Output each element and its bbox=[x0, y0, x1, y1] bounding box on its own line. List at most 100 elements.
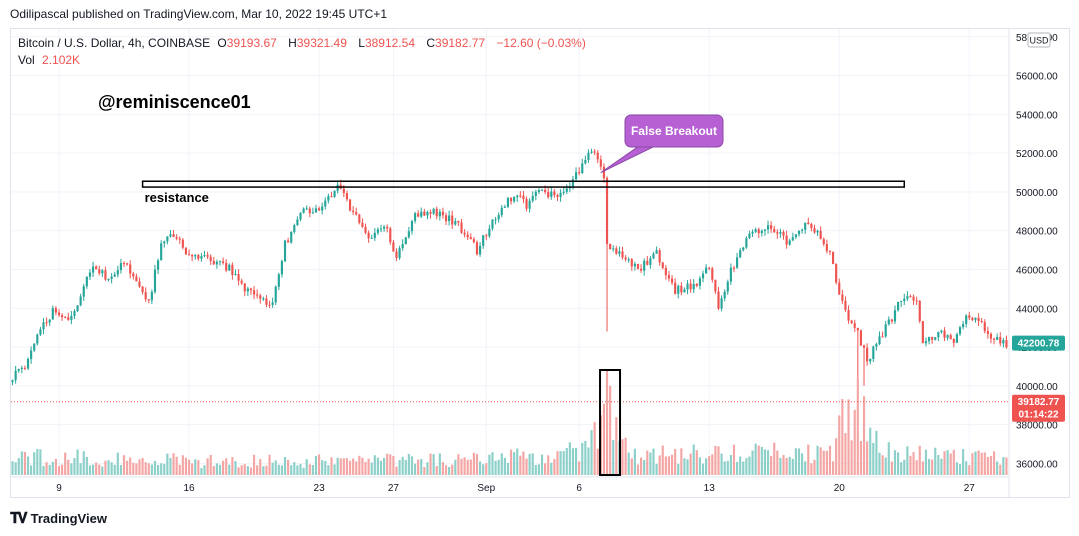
volume-bar bbox=[200, 468, 203, 475]
volume-bar bbox=[677, 463, 680, 475]
volume-bar bbox=[197, 460, 200, 475]
candle-body bbox=[231, 264, 234, 276]
candle-body bbox=[45, 322, 48, 324]
volume-bar bbox=[187, 459, 191, 475]
candle-body bbox=[745, 238, 748, 248]
volume-bar bbox=[383, 458, 386, 475]
candle-body bbox=[804, 222, 807, 230]
candle-body bbox=[977, 317, 980, 322]
volume-bar bbox=[547, 455, 550, 475]
candle-body bbox=[466, 234, 469, 238]
currency-badge[interactable] bbox=[1027, 32, 1051, 48]
volume-bar bbox=[290, 465, 293, 475]
volume-bar bbox=[283, 456, 287, 475]
candle-body bbox=[252, 290, 256, 295]
volume-bar bbox=[875, 430, 878, 475]
candle-body bbox=[593, 151, 596, 153]
candle-body bbox=[293, 225, 296, 232]
candle-body bbox=[246, 288, 249, 292]
volume-bar bbox=[138, 459, 141, 475]
volume-bar bbox=[825, 450, 828, 475]
volume-bar bbox=[33, 452, 36, 475]
candle-body bbox=[166, 236, 169, 242]
callout-box bbox=[624, 114, 724, 148]
volume-bar bbox=[417, 459, 420, 475]
volume-bar bbox=[373, 455, 376, 475]
candle-body bbox=[918, 300, 921, 322]
volume-bar bbox=[395, 466, 398, 475]
x-tick-label: 23 bbox=[314, 483, 326, 494]
candle-body bbox=[441, 211, 445, 216]
candle-body bbox=[881, 336, 884, 338]
y-tick-label: 36000.00 bbox=[1016, 459, 1058, 470]
tradingview-logo-icon: 𝐓𝐕 bbox=[10, 510, 28, 527]
y-tick-label: 52000.00 bbox=[1016, 149, 1058, 160]
candle-body bbox=[500, 207, 503, 216]
tradingview-logo[interactable]: 𝐓𝐕 TradingView bbox=[10, 510, 107, 527]
y-axis[interactable]: 36000.0038000.0040000.0042000.0044000.00… bbox=[1008, 28, 1065, 497]
candle-body bbox=[695, 283, 698, 286]
candle-body bbox=[900, 300, 903, 303]
candle-body bbox=[494, 219, 497, 221]
volume-bar bbox=[240, 465, 243, 475]
candle-body bbox=[760, 230, 763, 234]
volume-bar bbox=[479, 461, 482, 475]
volume-bar bbox=[887, 442, 890, 475]
volume-bar bbox=[624, 437, 627, 475]
volume-bar bbox=[847, 399, 850, 475]
resistance-zone[interactable] bbox=[141, 180, 906, 188]
volume-bar bbox=[605, 370, 609, 475]
volume-bar bbox=[271, 462, 274, 475]
volume-bar bbox=[302, 467, 305, 475]
candle-body bbox=[39, 329, 42, 335]
volume-bar bbox=[144, 462, 147, 475]
volume-bar bbox=[23, 451, 27, 475]
volume-bar bbox=[268, 454, 271, 475]
volume-bar bbox=[801, 453, 804, 475]
chart-frame[interactable] bbox=[10, 28, 1070, 498]
volume-bar bbox=[748, 456, 751, 475]
candle-body bbox=[788, 240, 791, 245]
volume-bar bbox=[615, 417, 618, 475]
legend: Bitcoin / U.S. Dollar, 4h, COINBASE O391… bbox=[18, 35, 590, 69]
volume-bar bbox=[983, 452, 986, 475]
volume-bar bbox=[215, 463, 218, 475]
candle-body bbox=[163, 241, 166, 244]
volume-bar bbox=[225, 458, 228, 475]
volume-bar bbox=[36, 449, 39, 475]
volume-bar bbox=[630, 458, 633, 475]
volume-bar bbox=[181, 455, 184, 475]
volume-bar bbox=[348, 460, 352, 475]
volume-bar bbox=[311, 465, 314, 475]
candles bbox=[11, 148, 1008, 386]
volume-bar bbox=[816, 445, 819, 475]
volume-bar bbox=[649, 452, 652, 475]
callout-text: False Breakout bbox=[631, 124, 717, 138]
candle-body bbox=[184, 247, 188, 255]
volume-bar bbox=[500, 453, 503, 475]
volume-bar bbox=[482, 464, 485, 475]
volume-bar bbox=[872, 442, 875, 475]
volume-bar bbox=[587, 447, 590, 475]
volume-value: 2.102K bbox=[42, 53, 81, 67]
y-tick-label: 50000.00 bbox=[1016, 188, 1058, 199]
candle-body bbox=[999, 337, 1002, 344]
open-label: O bbox=[217, 36, 227, 50]
candle-body bbox=[590, 151, 593, 153]
false-breakout-callout[interactable]: False Breakout bbox=[600, 114, 724, 173]
candle-body bbox=[410, 221, 414, 232]
volume-bar bbox=[389, 454, 392, 475]
candle-body bbox=[915, 300, 918, 302]
candle-body bbox=[17, 369, 20, 371]
candle-body bbox=[277, 274, 280, 287]
volume-bar bbox=[531, 453, 534, 475]
x-axis[interactable]: 9 16 23 27 Sep 6 13 20 27 bbox=[11, 476, 1008, 494]
volume-bar bbox=[441, 462, 445, 475]
candle-body bbox=[491, 219, 494, 229]
candle-body bbox=[444, 215, 448, 222]
volume-bar bbox=[890, 461, 893, 475]
volume-bar bbox=[420, 458, 423, 475]
breakout-volume-box[interactable] bbox=[599, 369, 622, 476]
candle-body bbox=[305, 208, 308, 210]
